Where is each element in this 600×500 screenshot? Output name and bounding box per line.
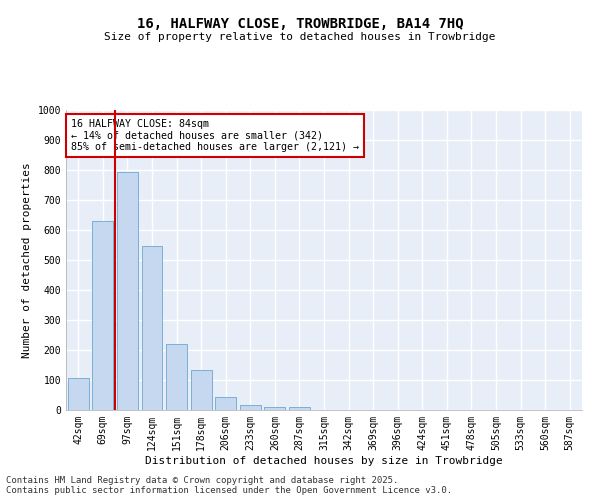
Bar xyxy=(215,398,236,410)
Bar xyxy=(68,378,89,410)
Text: 16 HALFWAY CLOSE: 84sqm
← 14% of detached houses are smaller (342)
85% of semi-d: 16 HALFWAY CLOSE: 84sqm ← 14% of detache… xyxy=(71,119,359,152)
Bar xyxy=(265,407,286,410)
Bar xyxy=(142,246,163,410)
Bar xyxy=(92,221,113,410)
Bar xyxy=(117,172,138,410)
X-axis label: Distribution of detached houses by size in Trowbridge: Distribution of detached houses by size … xyxy=(145,456,503,466)
Text: 16, HALFWAY CLOSE, TROWBRIDGE, BA14 7HQ: 16, HALFWAY CLOSE, TROWBRIDGE, BA14 7HQ xyxy=(137,18,463,32)
Bar xyxy=(191,370,212,410)
Bar xyxy=(289,407,310,410)
Bar xyxy=(166,344,187,410)
Text: Size of property relative to detached houses in Trowbridge: Size of property relative to detached ho… xyxy=(104,32,496,42)
Bar xyxy=(240,405,261,410)
Y-axis label: Number of detached properties: Number of detached properties xyxy=(22,162,32,358)
Text: Contains HM Land Registry data © Crown copyright and database right 2025.
Contai: Contains HM Land Registry data © Crown c… xyxy=(6,476,452,495)
